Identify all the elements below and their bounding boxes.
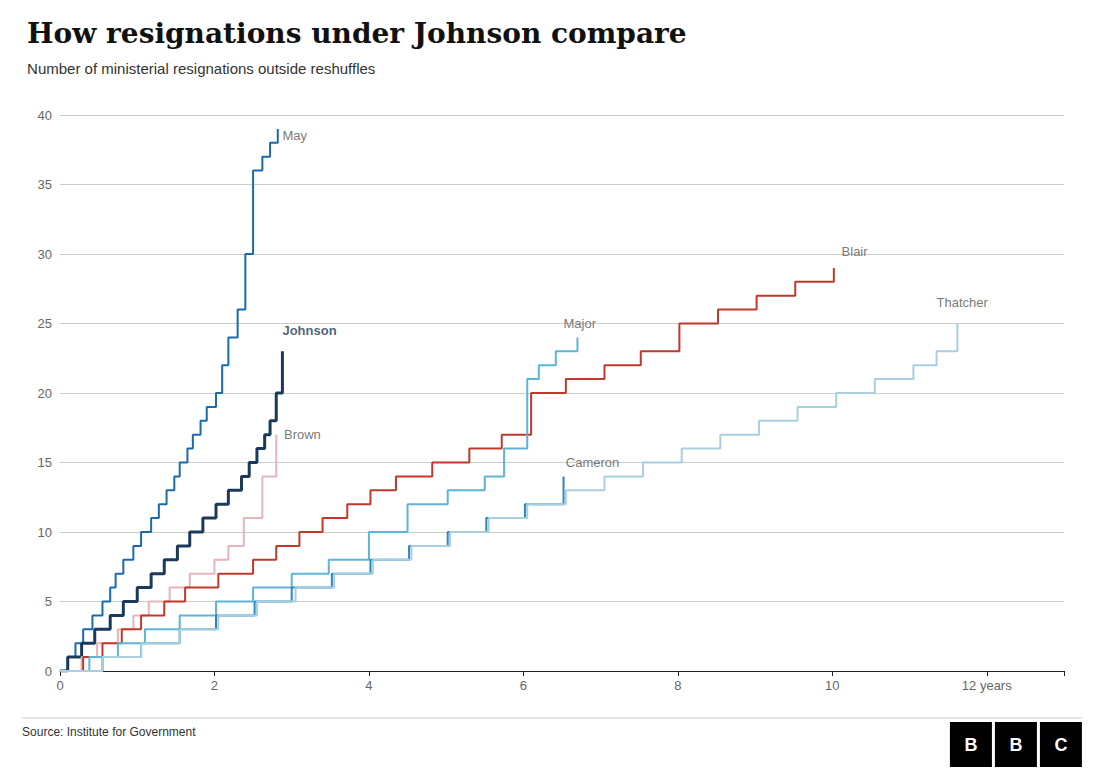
- svg-text:How resignations under Johnson: How resignations under Johnson compare: [27, 17, 687, 50]
- svg-text:30: 30: [38, 247, 52, 262]
- svg-text:35: 35: [38, 177, 52, 192]
- svg-text:B: B: [1009, 735, 1022, 755]
- svg-text:10: 10: [825, 678, 839, 693]
- svg-text:Number of ministerial resignat: Number of ministerial resignations outsi…: [27, 60, 375, 77]
- svg-text:B: B: [964, 735, 977, 755]
- svg-text:40: 40: [38, 108, 52, 123]
- svg-text:20: 20: [38, 386, 52, 401]
- svg-text:Johnson: Johnson: [282, 323, 336, 338]
- svg-text:10: 10: [38, 525, 52, 540]
- svg-text:Thatcher: Thatcher: [937, 295, 989, 310]
- svg-text:2: 2: [211, 678, 218, 693]
- svg-text:Cameron: Cameron: [566, 455, 619, 470]
- svg-text:15: 15: [38, 455, 52, 470]
- svg-text:Brown: Brown: [284, 427, 321, 442]
- svg-text:May: May: [282, 128, 307, 143]
- svg-text:12 years: 12 years: [962, 678, 1012, 693]
- svg-text:Blair: Blair: [842, 244, 869, 259]
- svg-text:25: 25: [38, 316, 52, 331]
- svg-text:0: 0: [45, 664, 52, 679]
- svg-text:8: 8: [674, 678, 681, 693]
- svg-text:6: 6: [520, 678, 527, 693]
- svg-text:C: C: [1054, 735, 1067, 755]
- svg-text:0: 0: [56, 678, 63, 693]
- svg-text:5: 5: [45, 594, 52, 609]
- svg-text:Source: Institute for Governme: Source: Institute for Government: [22, 725, 196, 739]
- svg-text:Major: Major: [564, 316, 597, 331]
- svg-text:4: 4: [365, 678, 372, 693]
